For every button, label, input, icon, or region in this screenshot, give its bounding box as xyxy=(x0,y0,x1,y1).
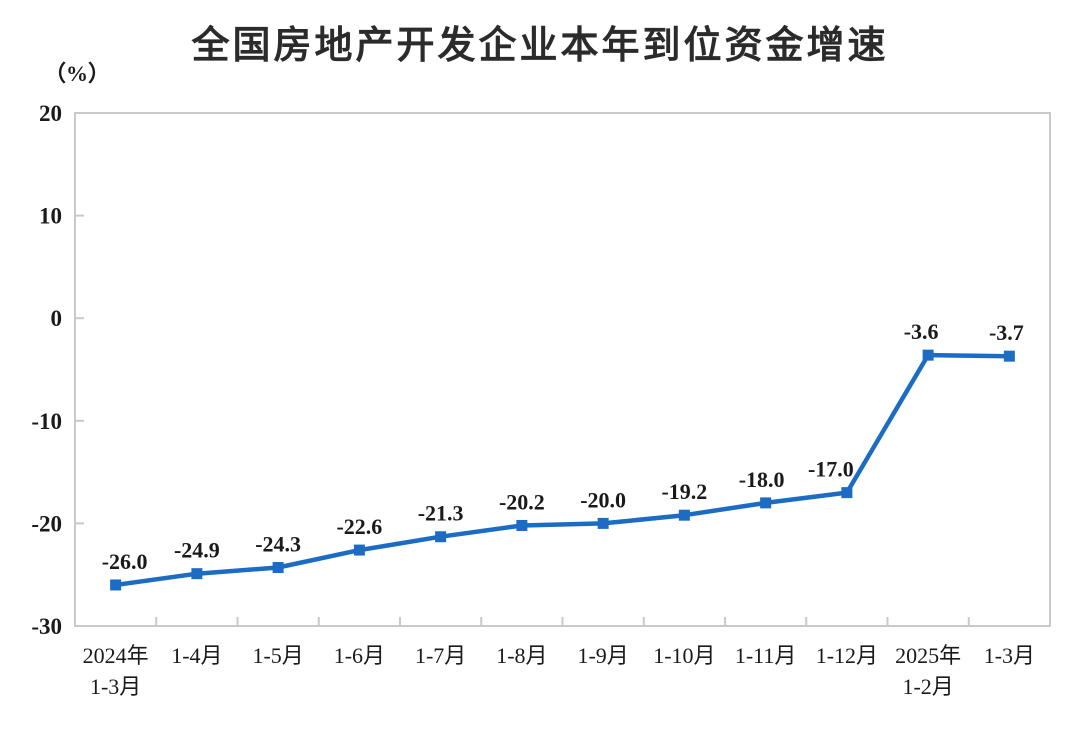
data-point-label: -20.2 xyxy=(499,489,545,514)
x-axis-category-label: 1-4月 xyxy=(171,643,222,668)
y-axis-tick-label: 0 xyxy=(51,306,63,331)
data-series-markers xyxy=(110,349,1015,591)
y-axis-tick-label: -30 xyxy=(31,614,62,639)
data-point-marker xyxy=(272,562,284,574)
x-axis-category-label: 1-3月 xyxy=(90,674,141,699)
plot-border xyxy=(74,112,1051,627)
x-axis-category-label: 1-10月 xyxy=(653,643,715,668)
data-series-line xyxy=(113,352,1012,588)
data-point-label: -21.3 xyxy=(418,501,464,526)
data-point-label: -20.0 xyxy=(580,487,626,512)
data-point-marker xyxy=(435,531,447,543)
x-axis-category-label: 2025年 xyxy=(895,643,961,668)
data-point-marker xyxy=(597,517,609,529)
y-axis-tick-label: 20 xyxy=(39,101,62,126)
data-point-marker xyxy=(760,497,772,509)
x-axis-category-label: 2024年 xyxy=(83,643,149,668)
x-axis: 2024年 1-3月 1-4月 1-5月 1-6月 1-7月 1-8月 1-9月 1-10月 1-… xyxy=(83,617,1035,699)
data-point-marker xyxy=(191,568,203,580)
data-point-marker xyxy=(1003,350,1015,362)
data-labels: -26.0 -24.9 -24.3 -22.6 -21.3 -20.2 -20.0 -19.2… xyxy=(102,319,1024,574)
data-point-label: -22.6 xyxy=(336,514,382,539)
data-point-marker xyxy=(841,487,853,499)
x-axis-category-label: 1-9月 xyxy=(577,643,628,668)
x-axis-category-label: 1-6月 xyxy=(334,643,385,668)
x-axis-category-label: 1-2月 xyxy=(902,674,953,699)
chart-title: 全国房地产开发企业本年到位资金增速 xyxy=(191,25,889,67)
data-point-marker xyxy=(353,544,365,556)
data-point-marker xyxy=(922,349,934,361)
data-point-label: -17.0 xyxy=(808,457,854,482)
data-point-label: -18.0 xyxy=(739,467,785,492)
x-axis-category-label: 1-5月 xyxy=(252,643,303,668)
y-axis-unit-label: （%） xyxy=(44,61,111,86)
x-axis-category-label: 1-12月 xyxy=(816,643,878,668)
x-axis-category-label: 1-11月 xyxy=(735,643,797,668)
data-point-label: -3.7 xyxy=(989,320,1024,345)
data-point-label: -19.2 xyxy=(661,479,707,504)
data-point-marker xyxy=(110,579,122,591)
data-point-label: -3.6 xyxy=(904,319,939,344)
x-axis-category-label: 1-3月 xyxy=(984,643,1035,668)
x-axis-category-label: 1-7月 xyxy=(415,643,466,668)
y-axis: 20 10 0 -10 -20 -30 xyxy=(31,101,84,639)
y-axis-tick-label: -20 xyxy=(31,511,62,536)
data-point-label: -24.3 xyxy=(255,532,301,557)
data-point-marker xyxy=(516,519,528,531)
data-point-label: -26.0 xyxy=(102,549,148,574)
y-axis-tick-label: -10 xyxy=(31,409,62,434)
y-axis-tick-label: 10 xyxy=(39,204,62,229)
data-point-label: -24.9 xyxy=(174,538,220,563)
x-axis-category-label: 1-8月 xyxy=(496,643,547,668)
data-point-marker xyxy=(678,509,690,521)
